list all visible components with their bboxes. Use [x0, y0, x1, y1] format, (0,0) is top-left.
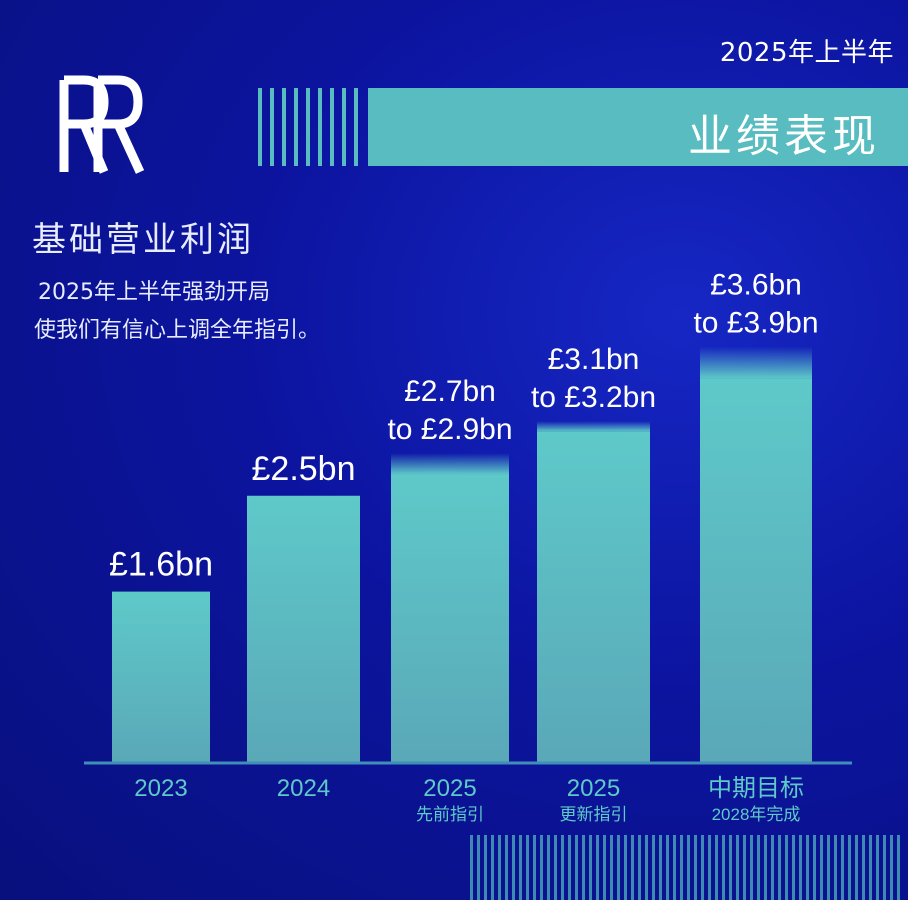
bar-value-label-5: £3.6bn	[710, 269, 802, 302]
bar-4	[537, 431, 650, 762]
x-tick-label-2: 2024	[277, 775, 330, 802]
x-tick-sublabel-4: 更新指引	[560, 805, 628, 824]
bar-range-5	[700, 346, 812, 379]
bar-2	[247, 495, 360, 762]
bar-value-label-1: £1.6bn	[109, 546, 213, 584]
x-tick-label-1: 2023	[134, 775, 187, 802]
metric-subtitle-line2: 使我们有信心上调全年指引。	[34, 318, 321, 343]
x-tick-label-4: 2025	[567, 775, 620, 802]
decorative-stripes-top	[258, 88, 358, 166]
bar-5	[700, 378, 812, 762]
x-tick-sublabel-5: 2028年完成	[712, 805, 801, 824]
banner-title: 业绩表现	[688, 111, 880, 162]
bar-range-3	[391, 453, 509, 475]
bar-value-label-2: £2.5bn	[252, 450, 356, 488]
x-tick-sublabel-3: 先前指引	[416, 805, 484, 824]
title-banner: 业绩表现	[368, 88, 908, 166]
decorative-stripes-bottom	[470, 835, 900, 900]
bar-value-label-3: £2.7bn	[404, 375, 496, 408]
bar-1	[112, 591, 210, 762]
metric-title: 基础营业利润	[32, 220, 254, 260]
bar-range-4	[537, 421, 650, 432]
bar-3	[391, 474, 509, 762]
period-label: 2025年上半年	[719, 38, 894, 68]
x-tick-label-5: 中期目标	[708, 775, 804, 802]
rolls-royce-logo: RR	[59, 75, 145, 174]
bar-value-range-label-4: to £3.2bn	[531, 381, 656, 414]
bar-value-range-label-5: to £3.9bn	[693, 307, 818, 340]
bar-value-label-4: £3.1bn	[548, 343, 640, 376]
bar-value-range-label-3: to £2.9bn	[387, 413, 512, 446]
metric-subtitle-line1: 2025年上半年强劲开局	[38, 280, 270, 305]
x-tick-label-3: 2025	[423, 775, 476, 802]
